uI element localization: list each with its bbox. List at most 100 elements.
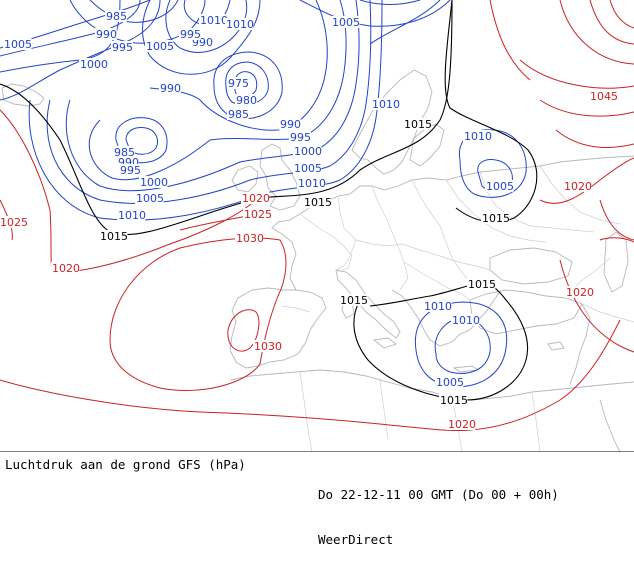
isobar-label-blue: 980 (236, 94, 257, 107)
isobar-1025-east (555, 129, 634, 148)
balkans-coast (391, 289, 501, 347)
sicily-coast (372, 337, 397, 349)
border-line (281, 305, 311, 313)
isobar-label-black: 1015 (304, 196, 332, 209)
isobar-label-bg (589, 90, 618, 102)
isobar-label-blue: 985 (114, 146, 135, 159)
map-meta: Do 22-12-11 00 GMT (Do 00 + 00h) WeerDir… (318, 457, 559, 577)
isobar-label-blue: 990 (280, 118, 301, 131)
isobar-label-bg (289, 131, 311, 143)
iberia-coast (229, 287, 327, 369)
isobar-label-bg (0, 216, 28, 228)
isobar-label-blue: 1005 (146, 40, 174, 53)
border-line (371, 185, 409, 291)
isobar-1015-med (353, 281, 529, 401)
crete-coast (452, 365, 480, 373)
border-line (299, 213, 353, 273)
isobar-label-bg (447, 418, 476, 430)
isobar-label-blue: 1010 (226, 18, 254, 31)
border-line (379, 379, 389, 441)
isobar-label-bg (113, 146, 135, 158)
isobar-label-bg (439, 394, 468, 406)
isobar-label-bg (117, 209, 146, 221)
high-pressure-labels: 1020 1025 1030 1020 1030 1045 1020 1020 1020 1025 (0, 90, 618, 431)
isobar-label-blue: 1010 (464, 130, 492, 143)
isobar-label-bg (99, 230, 128, 242)
isobar-1035-east (519, 59, 634, 89)
isobar-label-bg (135, 192, 164, 204)
source-credit: WeerDirect (318, 532, 394, 547)
isobar-label-black: 1015 (100, 230, 128, 243)
isobar-label-red: 1030 (236, 232, 264, 245)
isobar-label-bg (119, 164, 141, 176)
isobar-label-red: 1025 (0, 216, 28, 229)
isobar-label-bg (227, 77, 249, 89)
cyprus-coast (547, 341, 565, 351)
isobar-label-bg (451, 314, 480, 326)
isobar-label-bg (331, 16, 360, 28)
isobar-label-red: 1020 (242, 192, 270, 205)
isobar-1045-east (589, 0, 634, 45)
north-europe-coast (299, 155, 634, 215)
border-line (411, 179, 471, 283)
isobar-label-bg (139, 176, 168, 188)
isobar-1015-sw (599, 199, 634, 241)
isobar-1020-east (539, 157, 634, 204)
isobar-label-black: 1015 (482, 212, 510, 225)
isobar-label-bg (235, 232, 264, 244)
iceland-coast (1, 83, 45, 107)
coastlines-layer (1, 69, 634, 452)
isobar-label-bg (565, 286, 594, 298)
isobar-1000-ring (65, 0, 360, 192)
isobar-1015-east-red (489, 0, 531, 81)
isobar-label-bg (235, 94, 257, 106)
isobar-label-bg (563, 180, 592, 192)
isobar-label-bg (199, 14, 228, 26)
isobar-low-990-west (115, 117, 168, 164)
red-sea-coast (599, 399, 621, 452)
isobar-1000-central (165, 0, 248, 53)
isobar-low-985 (213, 51, 283, 120)
isobar-1005-ring (46, 0, 372, 204)
isobar-1010-north-edge (359, 0, 421, 5)
isobar-label-bg (241, 192, 270, 204)
isobar-label-red: 1030 (254, 340, 282, 353)
isobar-990-ring (149, 0, 328, 131)
isobar-low-980 (225, 61, 269, 106)
ireland-coast (231, 165, 259, 193)
high-pressure-isobars (0, 0, 634, 432)
border-line (403, 261, 471, 301)
isobar-label-bg (279, 118, 301, 130)
isobar-1050-east (609, 0, 634, 29)
isobar-label-bg (481, 212, 510, 224)
isobar-label-bg (293, 162, 322, 174)
isobar-label-blue: 1010 (118, 209, 146, 222)
isobar-label-red: 1025 (244, 208, 272, 221)
isobar-1010-northeast (369, 0, 441, 45)
isobar-1005-northeast (299, 0, 451, 27)
great-britain-coast (259, 143, 301, 211)
isobar-label-bg (435, 376, 464, 388)
isobar-label-blue: 1005 (294, 162, 322, 175)
isobar-label-blue: 1005 (486, 180, 514, 193)
isobar-label-blue: 995 (290, 131, 311, 144)
isobar-label-bg (159, 82, 181, 94)
isobar-label-bg (463, 130, 492, 142)
isobar-label-black: 1015 (340, 294, 368, 307)
isobar-label-bg (111, 41, 133, 53)
isobar-995-west (0, 0, 161, 101)
isobar-low-med-1005 (434, 317, 491, 374)
isobar-label-bg (253, 340, 282, 352)
borders-layer (281, 165, 634, 452)
isobar-1030-inner (227, 309, 260, 352)
isobar-label-bg (423, 300, 452, 312)
isobar-label-bg (227, 108, 249, 120)
isobar-1030-east (539, 99, 634, 117)
isobar-label-blue: 985 (106, 10, 127, 23)
isobar-label-blue: 995 (120, 164, 141, 177)
france-coast (271, 213, 301, 291)
weather-map-frame: 985 1010 990 995 1005 990 995 1000 990 1005 1010 97… (0, 0, 634, 547)
isobar-label-bg (225, 18, 254, 30)
